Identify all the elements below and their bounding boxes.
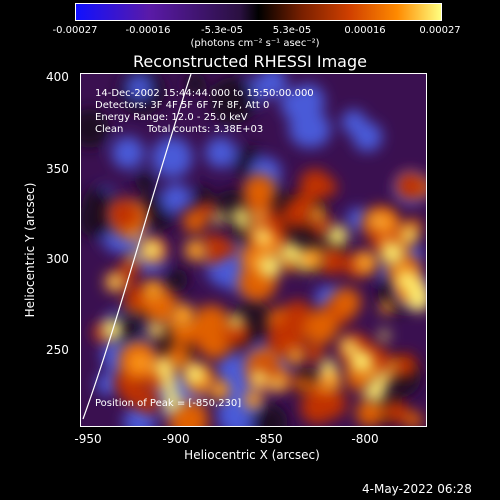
plot-date: 4-May-2022 06:28: [362, 482, 472, 496]
colorbar-unit: (photons cm⁻² s⁻¹ asec⁻²): [190, 38, 320, 49]
y-tick-label: 300: [46, 252, 69, 266]
y-tick-label: 250: [46, 343, 69, 357]
info-peak: Position of Peak = [-850,230]: [95, 398, 242, 409]
x-tick-label: -950: [74, 432, 102, 446]
colorbar-tick: -0.00016: [125, 25, 171, 36]
info-time: 14-Dec-2002 15:44:44.000 to 15:50:00.000: [95, 88, 314, 99]
x-tick-label: -850: [255, 432, 283, 446]
colorbar-tick: 0.00016: [344, 25, 386, 36]
y-tick-label: 350: [46, 162, 69, 176]
info-detectors: Detectors: 3F 4F 5F 6F 7F 8F, Att 0: [95, 100, 270, 111]
colorbar-tick: -0.00027: [52, 25, 98, 36]
rhessi-image: [80, 73, 427, 427]
y-tick-label: 400: [46, 70, 69, 84]
x-axis-label: Heliocentric X (arcsec): [184, 448, 320, 462]
colorbar: [75, 3, 442, 21]
info-counts: Total counts: 3.38E+03: [147, 124, 264, 135]
image-title: Reconstructed RHESSI Image: [133, 52, 367, 71]
rhessi-image-canvas: [81, 74, 426, 426]
x-tick-label: -800: [351, 432, 379, 446]
info-clean: Clean: [95, 124, 124, 135]
y-axis-label: Heliocentric Y (arcsec): [23, 182, 37, 318]
info-energy: Energy Range: 12.0 - 25.0 keV: [95, 112, 248, 123]
colorbar-tick: -5.3e-05: [201, 25, 243, 36]
colorbar-tick: 0.00027: [419, 25, 461, 36]
solar-limb-line: [82, 74, 192, 420]
colorbar-tick: 5.3e-05: [272, 25, 312, 36]
x-tick-label: -900: [162, 432, 190, 446]
